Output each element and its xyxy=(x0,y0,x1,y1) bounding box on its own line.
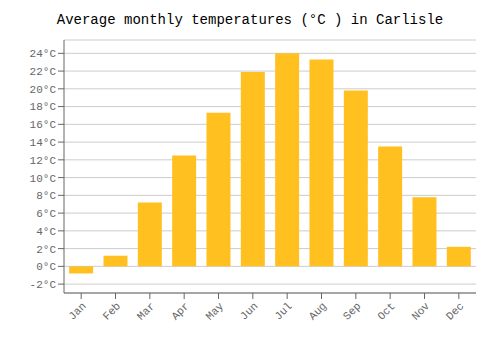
svg-text:Jun: Jun xyxy=(238,300,260,322)
svg-text:14°C: 14°C xyxy=(30,137,57,149)
svg-text:24°C: 24°C xyxy=(30,48,57,60)
svg-text:Sep: Sep xyxy=(341,300,363,322)
svg-text:0°C: 0°C xyxy=(36,261,56,273)
svg-text:22°C: 22°C xyxy=(30,66,57,78)
svg-text:4°C: 4°C xyxy=(36,226,56,238)
svg-text:18°C: 18°C xyxy=(30,101,57,113)
svg-text:16°C: 16°C xyxy=(30,119,57,131)
html-text:Average monthly temperatures (: Average monthly temperatures (°C ) in Ca… xyxy=(56,12,444,28)
svg-text:8°C: 8°C xyxy=(36,190,56,202)
svg-text:10°C: 10°C xyxy=(30,173,57,185)
svg-text:Aug: Aug xyxy=(307,300,329,322)
svg-text:20°C: 20°C xyxy=(30,84,57,96)
svg-text:Jan: Jan xyxy=(66,300,88,322)
svg-text:Feb: Feb xyxy=(101,300,123,322)
svg-text:Oct: Oct xyxy=(375,300,397,322)
svg-text:Mar: Mar xyxy=(135,300,157,322)
svg-text:Apr: Apr xyxy=(169,300,191,322)
svg-text:Nov: Nov xyxy=(410,300,433,323)
svg-text:May: May xyxy=(204,300,227,323)
svg-text:Jul: Jul xyxy=(272,300,294,322)
svg-text:Dec: Dec xyxy=(444,300,466,322)
svg-text:12°C: 12°C xyxy=(30,155,57,167)
svg-text:6°C: 6°C xyxy=(36,208,56,220)
svg-text:2°C: 2°C xyxy=(36,244,56,256)
svg-text:-2°C: -2°C xyxy=(30,279,57,291)
